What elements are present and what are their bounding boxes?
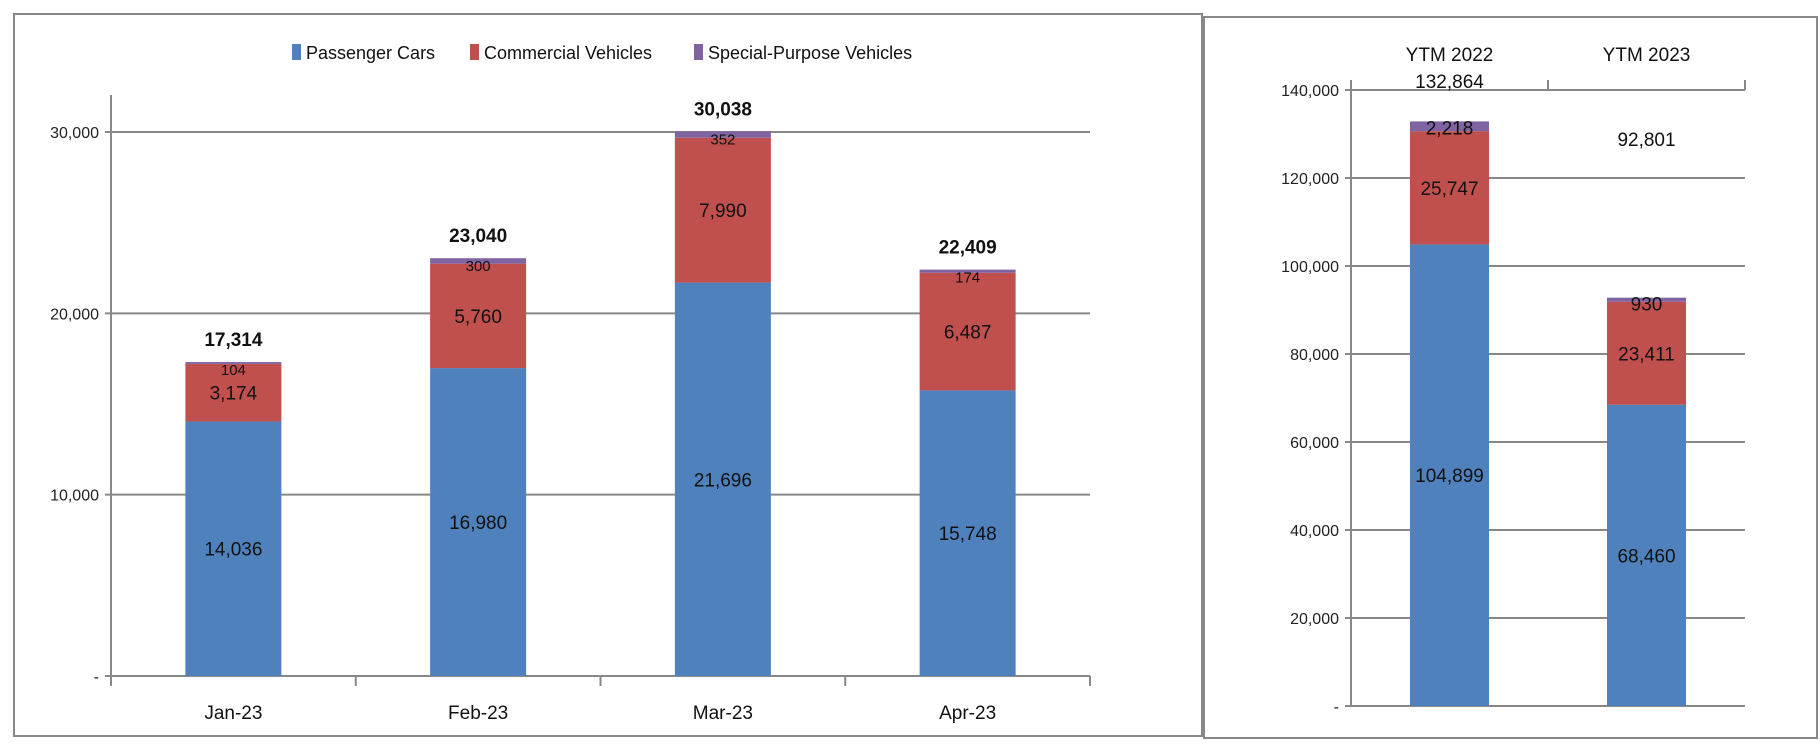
y-tick-label: 40,000 xyxy=(1290,523,1339,540)
data-label: 2,218 xyxy=(1426,118,1474,139)
bar-segment xyxy=(674,131,771,138)
bar-segment xyxy=(185,421,282,676)
legend-swatch xyxy=(292,44,301,60)
total-label: 92,801 xyxy=(1617,130,1675,151)
y-tick-label: 120,000 xyxy=(1281,171,1339,188)
data-label: 174 xyxy=(955,270,980,287)
bar-segment xyxy=(919,272,1016,391)
y-tick-label: 80,000 xyxy=(1290,347,1339,364)
bar-segment xyxy=(1410,131,1489,245)
y-tick-label: 30,000 xyxy=(50,125,99,142)
data-label: 104,899 xyxy=(1415,466,1484,487)
x-tick-label: YTM 2022 xyxy=(1406,45,1494,66)
data-label: 104 xyxy=(221,362,246,379)
data-label: 14,036 xyxy=(204,540,262,561)
total-label: 132,864 xyxy=(1415,72,1484,93)
ytm-chart-frame xyxy=(1203,16,1818,739)
total-label: 22,409 xyxy=(939,238,997,259)
data-label: 7,990 xyxy=(699,201,747,222)
data-label: 68,460 xyxy=(1617,546,1675,567)
legend-label: Commercial Vehicles xyxy=(484,43,652,63)
data-label: 16,980 xyxy=(449,513,507,534)
bar-segment xyxy=(674,282,771,676)
legend-label: Passenger Cars xyxy=(306,43,435,63)
bar-segment xyxy=(430,263,527,369)
y-tick-label: - xyxy=(1334,699,1339,716)
data-label: 6,487 xyxy=(944,323,992,344)
y-tick-label: - xyxy=(94,669,99,686)
x-tick-label: Feb-23 xyxy=(448,703,508,724)
bar-segment xyxy=(919,390,1016,676)
y-tick-label: 10,000 xyxy=(50,488,99,505)
legend-swatch xyxy=(470,44,479,60)
total-label: 30,038 xyxy=(694,99,752,120)
bar-segment xyxy=(919,269,1016,273)
data-label: 300 xyxy=(466,258,491,275)
bar-segment xyxy=(1607,301,1686,405)
monthly-chart: - 10,000 20,000 30,000 Jan-23 14,036 3,174 104 1… xyxy=(50,43,1091,724)
data-label: 15,748 xyxy=(939,524,997,545)
bar-segment xyxy=(1607,297,1686,302)
y-tick-label: 100,000 xyxy=(1281,259,1339,276)
bar-segment xyxy=(430,368,527,676)
x-tick-label: Jan-23 xyxy=(204,703,262,724)
total-label: 23,040 xyxy=(449,226,507,247)
bar-segment xyxy=(185,362,282,364)
x-tick-label: YTM 2023 xyxy=(1603,45,1691,66)
data-label: 23,411 xyxy=(1618,344,1675,365)
bar-segment xyxy=(674,137,771,283)
total-label: 17,314 xyxy=(204,330,263,351)
bar-segment xyxy=(1410,121,1489,132)
legend-label: Special-Purpose Vehicles xyxy=(708,43,912,63)
bar-segment xyxy=(1607,404,1686,706)
legend-swatch xyxy=(694,44,703,60)
data-label: 930 xyxy=(1631,295,1663,316)
data-label: 3,174 xyxy=(210,384,258,405)
data-label: 21,696 xyxy=(694,470,752,491)
bar-segment xyxy=(1410,244,1489,706)
y-tick-label: 140,000 xyxy=(1281,83,1339,100)
data-label: 352 xyxy=(710,131,735,148)
ytm-chart: - 20,000 40,000 60,000 80,000 100,000 120,000 1… xyxy=(1281,45,1746,716)
data-label: 25,747 xyxy=(1420,179,1478,200)
y-tick-label: 20,000 xyxy=(50,306,99,323)
x-tick-label: Mar-23 xyxy=(693,703,753,724)
x-tick-label: Apr-23 xyxy=(939,703,996,724)
bar-segment xyxy=(185,363,282,422)
bar-segment xyxy=(430,258,527,264)
data-label: 5,760 xyxy=(454,307,502,328)
y-tick-label: 60,000 xyxy=(1290,435,1339,452)
y-tick-label: 20,000 xyxy=(1290,611,1339,628)
